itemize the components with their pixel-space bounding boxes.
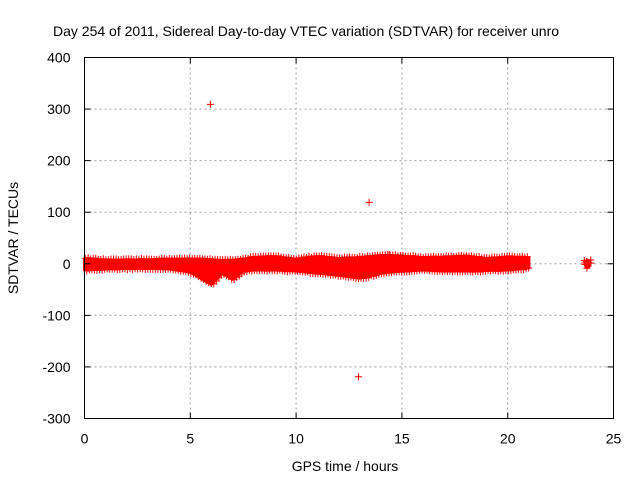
- y-tick-label: 100: [47, 204, 71, 220]
- y-tick-label: -300: [42, 411, 70, 427]
- sdtvar-outlier-point: [355, 373, 363, 381]
- sdtvar-point: [583, 264, 591, 272]
- chart-title: Day 254 of 2011, Sidereal Day-to-day VTE…: [53, 23, 559, 39]
- y-tick-labels: -300 -200 -100 0 100 200 300 400: [42, 50, 70, 427]
- y-tick-label: 400: [47, 50, 71, 66]
- sdtvar-point: [587, 256, 595, 264]
- sdtvar-outlier-point: [317, 252, 325, 260]
- plot-border: [84, 57, 614, 419]
- x-tick-labels: 0 5 10 15 20 25: [81, 431, 622, 447]
- x-tick-label: 0: [81, 431, 89, 447]
- sdtvar-outlier-point: [385, 251, 393, 259]
- sdtvar-point: [525, 264, 533, 272]
- axis-ticks: [84, 57, 614, 419]
- sdtvar-outlier-point: [206, 100, 214, 108]
- y-tick-label: -200: [42, 359, 70, 375]
- y-tick-label: -100: [42, 307, 70, 323]
- sdtvar-point: [523, 253, 531, 261]
- y-tick-label: 300: [47, 101, 71, 117]
- sdtvar-outlier-point: [365, 198, 373, 206]
- y-tick-label: 200: [47, 153, 71, 169]
- x-axis-label: GPS time / hours: [292, 458, 399, 474]
- x-tick-label: 25: [606, 431, 622, 447]
- x-tick-label: 5: [186, 431, 194, 447]
- x-tick-label: 20: [500, 431, 516, 447]
- x-tick-label: 15: [394, 431, 410, 447]
- x-tick-label: 10: [288, 431, 304, 447]
- grid-lines: [84, 57, 614, 419]
- y-axis-label: SDTVAR / TECUs: [5, 182, 21, 294]
- sdtvar-points: [82, 100, 595, 381]
- y-tick-label: 0: [63, 256, 71, 272]
- sdtvar-point: [582, 258, 590, 266]
